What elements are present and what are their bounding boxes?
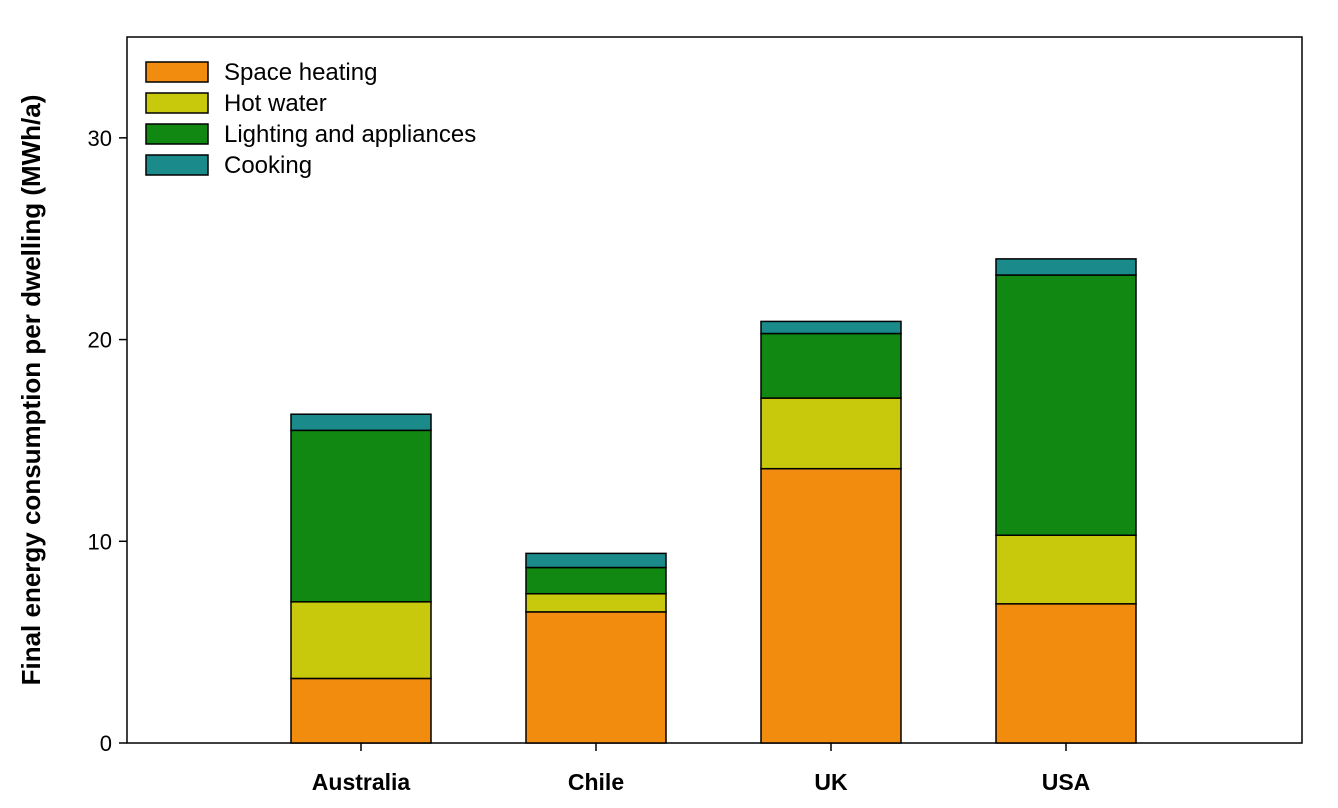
- bar-australia-lighting-and-appliances: [290, 429, 432, 603]
- y-axis: 0 10 20 30: [88, 126, 127, 756]
- x-tick-label: UK: [814, 769, 848, 795]
- legend: Space heating Hot water Lighting and appli…: [145, 59, 476, 179]
- bar-uk-space-heating: [760, 467, 902, 744]
- bar-usa-hot-water: [995, 534, 1137, 605]
- bar-uk-hot-water: [760, 397, 902, 470]
- y-tick-label: 0: [100, 731, 112, 756]
- bar-chile-cooking: [525, 552, 667, 569]
- x-axis: Australia Chile UK USA: [312, 743, 1091, 795]
- legend-label: Lighting and appliances: [224, 121, 476, 148]
- bar-australia-space-heating: [290, 677, 432, 744]
- x-tick-label: Australia: [312, 769, 411, 795]
- bar-layer: [290, 258, 1137, 744]
- legend-label: Space heating: [224, 59, 377, 86]
- bar-usa-lighting-and-appliances: [995, 274, 1137, 536]
- legend-swatch: [145, 154, 209, 176]
- bar-chile-space-heating: [525, 611, 667, 744]
- y-tick-label: 20: [88, 328, 112, 353]
- bar-chile-lighting-and-appliances: [525, 566, 667, 595]
- legend-label: Cooking: [224, 152, 312, 179]
- bar-chile-hot-water: [525, 592, 667, 613]
- bar-australia-hot-water: [290, 601, 432, 680]
- legend-swatch: [145, 123, 209, 145]
- bar-australia-cooking: [290, 413, 432, 432]
- bar-usa-cooking: [995, 258, 1137, 276]
- legend-swatch: [145, 61, 209, 83]
- bar-uk-lighting-and-appliances: [760, 332, 902, 399]
- legend-swatch: [145, 92, 209, 114]
- y-tick-label: 10: [88, 529, 112, 554]
- y-axis-label: Final energy consumption per dwelling (M…: [16, 95, 46, 686]
- x-tick-label: USA: [1042, 769, 1091, 795]
- bar-usa-space-heating: [995, 603, 1137, 744]
- x-tick-label: Chile: [568, 769, 624, 795]
- y-tick-label: 30: [88, 126, 112, 151]
- legend-label: Hot water: [224, 90, 327, 117]
- bar-uk-cooking: [760, 320, 902, 335]
